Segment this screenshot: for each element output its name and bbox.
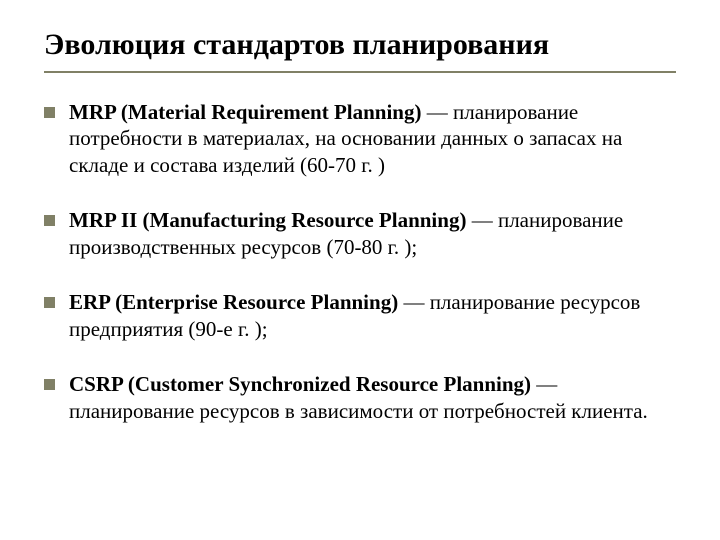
list-item-text: MRP (Material Requirement Planning) — пл…	[69, 99, 676, 180]
list-item-bold: MRP (Material Requirement Planning)	[69, 100, 421, 124]
list-item-bold: MRP II (Manufacturing Resource Planning)	[69, 208, 466, 232]
slide: Эволюция стандартов планирования MRP (Ma…	[0, 0, 720, 540]
list-item: MRP II (Manufacturing Resource Planning)…	[44, 207, 676, 261]
list-item-text: CSRP (Customer Synchronized Resource Pla…	[69, 371, 676, 425]
slide-title: Эволюция стандартов планирования	[44, 28, 676, 63]
title-divider	[44, 71, 676, 73]
list-item: CSRP (Customer Synchronized Resource Pla…	[44, 371, 676, 425]
list-item-text: ERP (Enterprise Resource Planning) — пла…	[69, 289, 676, 343]
bullet-list: MRP (Material Requirement Planning) — пл…	[44, 99, 676, 425]
square-bullet-icon	[44, 215, 55, 226]
list-item: MRP (Material Requirement Planning) — пл…	[44, 99, 676, 180]
list-item-bold: ERP (Enterprise Resource Planning)	[69, 290, 398, 314]
list-item-bold: CSRP (Customer Synchronized Resource Pla…	[69, 372, 531, 396]
list-item-text: MRP II (Manufacturing Resource Planning)…	[69, 207, 676, 261]
list-item: ERP (Enterprise Resource Planning) — пла…	[44, 289, 676, 343]
square-bullet-icon	[44, 297, 55, 308]
square-bullet-icon	[44, 107, 55, 118]
square-bullet-icon	[44, 379, 55, 390]
